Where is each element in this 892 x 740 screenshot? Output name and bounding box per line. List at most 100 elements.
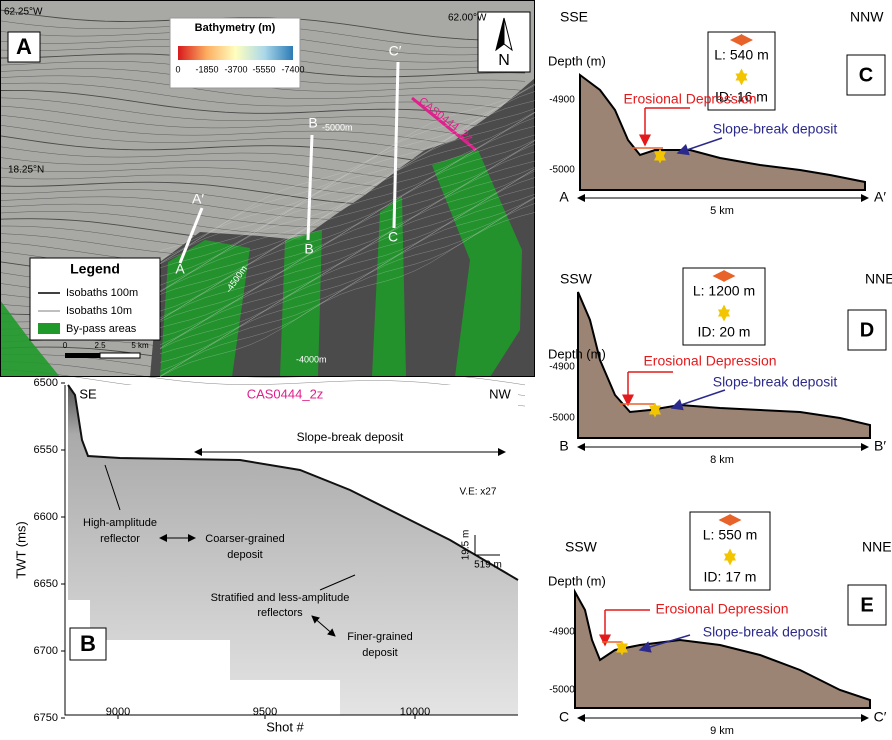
contour xyxy=(0,361,526,396)
label: 9 km xyxy=(710,725,734,735)
contour xyxy=(159,151,536,321)
label: -5000 xyxy=(549,413,575,424)
annotation-line xyxy=(319,574,356,591)
label: -7400 xyxy=(281,64,304,74)
label: Isobaths 100m xyxy=(66,287,138,299)
label: -3700 xyxy=(224,64,247,74)
label: C′ xyxy=(389,43,402,59)
label: SSE xyxy=(560,9,588,25)
label: -5000 xyxy=(549,685,575,696)
label: Erosional Depression xyxy=(623,91,756,107)
label: Erosional Depression xyxy=(643,353,776,369)
label: Coarser-grained xyxy=(205,533,284,545)
panel-box xyxy=(846,54,886,96)
label: 6700 xyxy=(34,645,58,657)
label: 2.5 xyxy=(94,341,106,350)
label: Finer-grained xyxy=(347,631,412,643)
label: Slope-break deposit xyxy=(703,624,828,640)
label: Slope-break deposit xyxy=(297,430,404,444)
label: 10000 xyxy=(400,706,431,718)
label: L: 550 m xyxy=(703,527,757,543)
label: Depth (m) xyxy=(548,573,606,588)
label: SE xyxy=(79,386,97,401)
label: C xyxy=(388,229,398,245)
label: -5550 xyxy=(252,64,275,74)
label: 8 km xyxy=(710,454,734,466)
terrain xyxy=(579,73,866,191)
contour xyxy=(159,111,536,286)
label: 5 km xyxy=(710,205,734,217)
bypass-areas xyxy=(0,150,522,377)
label: -4900 xyxy=(549,95,575,106)
label: NNW xyxy=(850,9,884,25)
label: Depth (m) xyxy=(548,346,606,361)
label: Stratified and less-amplitude xyxy=(211,592,350,604)
relief xyxy=(150,78,535,377)
panel-box xyxy=(7,31,41,63)
annotation-arrow xyxy=(311,615,336,637)
contour xyxy=(159,167,536,328)
seismic-line xyxy=(411,96,477,152)
contour xyxy=(0,89,526,123)
panel-box xyxy=(847,309,887,351)
label: A xyxy=(16,34,32,59)
label: Shot # xyxy=(266,719,304,734)
label: 6750 xyxy=(34,712,58,724)
contour xyxy=(159,212,536,377)
label: L: 1200 m xyxy=(693,283,755,299)
label: NW xyxy=(489,386,511,401)
deposit-arrow xyxy=(670,389,726,411)
map-frame xyxy=(0,0,535,377)
label: 0 xyxy=(175,64,180,74)
label: A′ xyxy=(192,191,204,207)
label: Legend xyxy=(70,261,120,277)
label: 62.00°W xyxy=(448,13,487,24)
label: B xyxy=(304,241,313,257)
seismic-frame xyxy=(64,385,518,716)
contour xyxy=(0,105,526,144)
contour xyxy=(159,112,536,291)
contour xyxy=(159,197,536,377)
label: 6550 xyxy=(34,444,58,456)
label: D xyxy=(860,319,874,341)
label: C xyxy=(559,709,569,725)
label: Bathymetry (m) xyxy=(195,22,276,34)
contour xyxy=(159,160,536,322)
label: -5000 xyxy=(549,165,575,176)
label: Slope-break deposit xyxy=(713,121,838,137)
label: 519 m xyxy=(474,560,502,571)
label: Isobaths 10m xyxy=(66,305,132,317)
label: -4000m xyxy=(296,354,327,364)
annotation-line xyxy=(104,464,121,511)
contour xyxy=(0,115,526,153)
label: V.E: x27 xyxy=(460,487,497,498)
contour xyxy=(159,196,536,372)
label: deposit xyxy=(227,549,262,561)
contour xyxy=(159,108,536,269)
scale-bar xyxy=(65,353,100,358)
label: ID: 16 m xyxy=(715,89,768,105)
scale-marker xyxy=(474,535,500,556)
label: 0 xyxy=(63,341,68,350)
north-arrow xyxy=(503,17,513,52)
terrain xyxy=(574,588,871,709)
label: -1850 xyxy=(195,64,218,74)
contour xyxy=(0,97,526,134)
label: Erosional Depression xyxy=(655,601,788,617)
label: 6600 xyxy=(34,511,58,523)
label: NNE xyxy=(865,271,892,287)
label: E xyxy=(860,594,873,616)
contour xyxy=(159,139,536,302)
label: ID: 17 m xyxy=(704,569,757,585)
label: NNE xyxy=(862,539,892,555)
colorbar xyxy=(178,46,293,60)
seismic-data xyxy=(68,385,518,715)
label: Depth (m) xyxy=(548,53,606,68)
contour xyxy=(159,177,536,349)
label: deposit xyxy=(362,647,397,659)
label: 6650 xyxy=(34,578,58,590)
label: 18.25°N xyxy=(8,165,44,176)
label: C′ xyxy=(874,709,887,725)
label: ID: 20 m xyxy=(698,324,751,340)
